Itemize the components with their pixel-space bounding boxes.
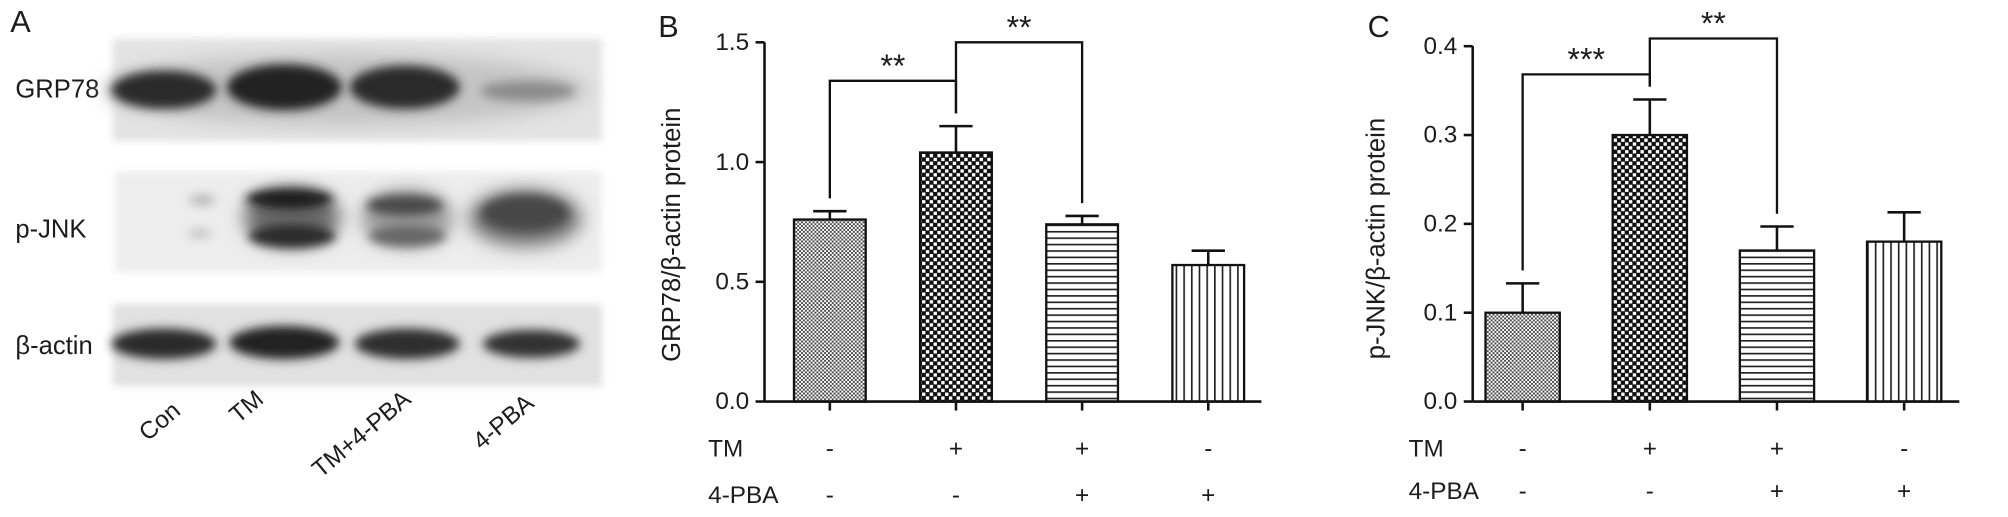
condition-label: 4-PBA bbox=[708, 482, 779, 509]
band-grp78-tm bbox=[226, 64, 342, 111]
condition-label: TM bbox=[708, 436, 743, 463]
bar-4 bbox=[1171, 263, 1246, 403]
row-label-beta-actin: β-actin bbox=[15, 332, 92, 360]
condition-sign: + bbox=[1201, 482, 1215, 509]
row-label-p-jnk: p-JNK bbox=[15, 215, 86, 243]
panel-a: A GRP78 p-JNK β-actin bbox=[10, 4, 602, 483]
band-p-jnk-tm-4pba-lower bbox=[368, 225, 446, 247]
lane-label-tm-4pba: TM+4-PBA bbox=[307, 385, 417, 483]
bar-1 bbox=[1484, 311, 1561, 403]
significance-label: ** bbox=[1701, 6, 1726, 42]
chart-b: B GRP78/β-actin protein 0.0 0.5 1.0 1.5 TM - +… bbox=[658, 9, 1262, 509]
band-p-jnk-tm-upper bbox=[245, 188, 333, 210]
y-tick-label: 0.2 bbox=[1424, 211, 1458, 238]
panel-letter-a: A bbox=[10, 4, 31, 39]
band-p-jnk-con-lower bbox=[188, 228, 212, 239]
band-grp78-con bbox=[111, 70, 217, 110]
western-blot bbox=[102, 38, 602, 387]
y-tick-label: 1.0 bbox=[715, 149, 749, 176]
bar-1 bbox=[792, 218, 867, 403]
blot-strip-beta-actin bbox=[111, 304, 602, 387]
y-tick-label: 0.0 bbox=[1424, 388, 1458, 415]
condition-sign: + bbox=[1643, 436, 1657, 463]
error-bar-3 bbox=[1760, 225, 1794, 251]
y-tick-label: 0.1 bbox=[1424, 299, 1458, 326]
y-tick-label: 0.0 bbox=[715, 388, 749, 415]
condition-sign: + bbox=[1770, 436, 1784, 463]
bar-2 bbox=[1611, 133, 1689, 403]
band-grp78-4pba bbox=[480, 80, 575, 102]
bar-2 bbox=[918, 151, 993, 403]
condition-sign: + bbox=[1075, 482, 1089, 509]
band-beta-actin-tm-4pba bbox=[354, 328, 460, 360]
condition-label: 4-PBA bbox=[1409, 478, 1480, 505]
error-bar-2 bbox=[939, 124, 973, 153]
significance-label: ** bbox=[880, 48, 905, 84]
blot-strip-p-jnk bbox=[115, 171, 602, 272]
significance-label: ** bbox=[1007, 9, 1032, 45]
condition-sign: - bbox=[1519, 478, 1527, 505]
band-p-jnk-tm-4pba-upper bbox=[366, 194, 444, 216]
lane-label-con: Con bbox=[134, 397, 186, 446]
row-label-grp78: GRP78 bbox=[15, 75, 99, 103]
bar-3 bbox=[1045, 223, 1120, 403]
condition-sign: - bbox=[1900, 436, 1908, 463]
error-bar-2 bbox=[1633, 98, 1667, 136]
condition-sign: + bbox=[1770, 478, 1784, 505]
blot-strip-grp78 bbox=[102, 38, 602, 142]
condition-label: TM bbox=[1409, 436, 1444, 463]
error-bar-3 bbox=[1065, 214, 1099, 225]
band-beta-actin-con bbox=[111, 328, 217, 360]
bar-3 bbox=[1738, 249, 1816, 403]
lane-label-4pba: 4-PBA bbox=[468, 389, 540, 455]
band-grp78-tm-4pba bbox=[349, 65, 460, 110]
condition-sign: + bbox=[1075, 436, 1089, 463]
condition-sign: + bbox=[949, 436, 963, 463]
y-axis-title: p-JNK/β-actin protein bbox=[1362, 118, 1390, 359]
y-tick-label: 0.4 bbox=[1424, 33, 1458, 60]
significance-bracket bbox=[954, 41, 1084, 204]
band-beta-actin-tm bbox=[229, 325, 340, 360]
panel-letter-b: B bbox=[658, 9, 678, 44]
condition-sign: - bbox=[1519, 436, 1527, 463]
band-p-jnk-con-upper bbox=[189, 194, 216, 206]
significance-label: *** bbox=[1568, 42, 1605, 78]
y-tick-label: 0.5 bbox=[715, 268, 749, 295]
significance-bracket bbox=[1648, 37, 1779, 214]
condition-sign: - bbox=[952, 482, 960, 509]
condition-sign: - bbox=[1204, 436, 1212, 463]
band-beta-actin-4pba bbox=[482, 329, 581, 358]
bar-4 bbox=[1865, 240, 1943, 403]
condition-sign: - bbox=[826, 482, 834, 509]
y-tick-label: 0.3 bbox=[1424, 122, 1458, 149]
lane-label-tm: TM bbox=[225, 385, 269, 428]
y-axis-title: GRP78/β-actin protein bbox=[658, 108, 686, 362]
error-bar-1 bbox=[813, 209, 847, 220]
panel-letter-c: C bbox=[1368, 9, 1390, 44]
condition-sign: + bbox=[1897, 478, 1911, 505]
condition-sign: - bbox=[826, 436, 834, 463]
band-p-jnk-4pba bbox=[481, 194, 569, 231]
error-bar-4 bbox=[1887, 211, 1921, 242]
blot-haze bbox=[102, 53, 590, 126]
chart-c: C p-JNK/β-actin protein 0.0 0.1 0.2 0.3 0.4 T… bbox=[1362, 6, 1960, 505]
condition-sign: - bbox=[1646, 478, 1654, 505]
error-bar-4 bbox=[1191, 249, 1225, 266]
band-p-jnk-tm-lower bbox=[248, 224, 336, 248]
error-bar-1 bbox=[1506, 282, 1540, 313]
y-tick-label: 1.5 bbox=[715, 29, 749, 56]
